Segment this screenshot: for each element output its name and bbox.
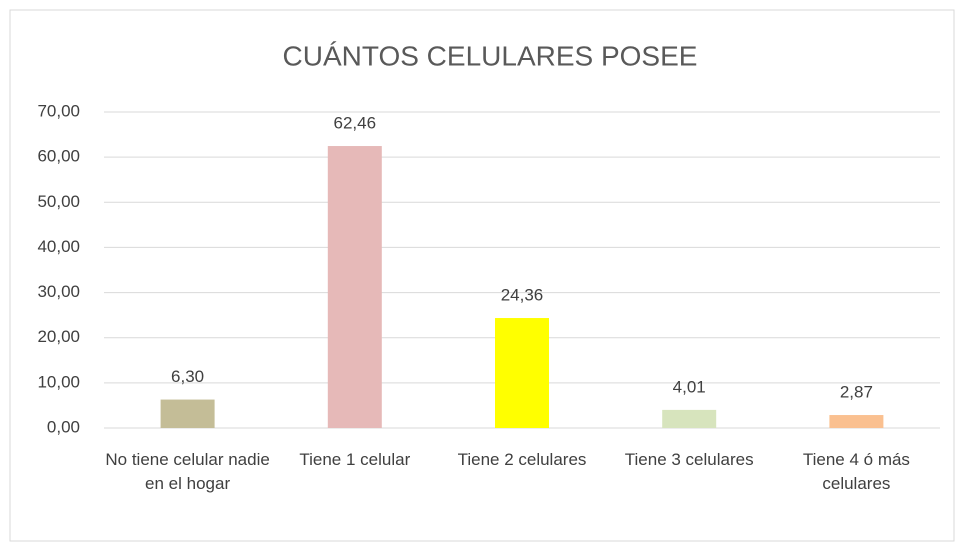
y-tick-label: 10,00 [37, 372, 80, 391]
bar [662, 409, 717, 428]
data-label: 4,01 [673, 377, 706, 396]
chart-title: CUÁNTOS CELULARES POSEE [283, 40, 698, 71]
bar [160, 399, 215, 428]
bar [495, 318, 549, 428]
x-tick-label: Tiene 2 celulares [457, 450, 587, 469]
y-tick-label: 20,00 [37, 327, 80, 346]
y-tick-label: 40,00 [37, 237, 80, 256]
data-label: 2,87 [840, 383, 873, 402]
x-tick-label: No tiene celular nadie en el hogar [105, 450, 270, 493]
chart-border [9, 9, 955, 542]
bar [327, 146, 382, 428]
y-tick-label: 70,00 [37, 101, 80, 120]
data-label: 24,36 [501, 286, 544, 305]
y-tick-label: 30,00 [37, 282, 80, 301]
x-tick-label: Tiene 1 celular [299, 450, 411, 469]
bar [829, 415, 884, 428]
data-label: 62,46 [334, 114, 377, 133]
data-label: 6,30 [171, 367, 204, 386]
y-tick-label: 60,00 [37, 147, 80, 166]
x-tick-label: Tiene 4 ó más celulares [802, 450, 910, 493]
y-tick-label: 50,00 [37, 192, 80, 211]
x-tick-label: Tiene 3 celulares [624, 450, 754, 469]
y-tick-label: 0,00 [47, 417, 80, 436]
